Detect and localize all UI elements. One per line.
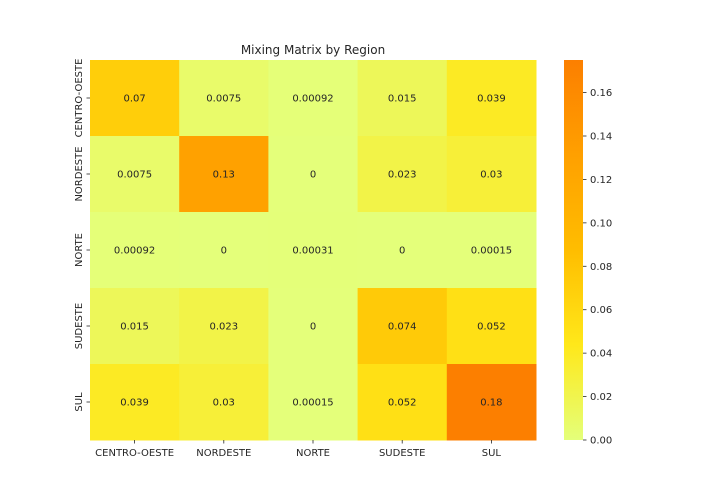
colorbar-tick-label: 0.00: [590, 436, 612, 447]
colorbar-tick-label: 0.12: [590, 175, 612, 186]
x-tick-label: SUDESTE: [379, 448, 425, 459]
heatmap-cell: [179, 136, 269, 213]
cell-value-label: 0.015: [120, 322, 149, 333]
heatmap-cell: [268, 136, 359, 213]
cell-value-label: 0: [399, 246, 405, 257]
y-axis: CENTRO-OESTE NORDESTE NORTE SUDESTE SUL: [74, 59, 90, 412]
heatmap-cell: [357, 60, 448, 137]
colorbar-tick-label: 0.04: [590, 349, 612, 360]
heatmap-cell: [90, 288, 180, 365]
colorbar: [564, 60, 583, 440]
colorbar-tick-label: 0.06: [590, 305, 612, 316]
heatmap-cell: [446, 136, 537, 213]
heatmap-cell: [90, 212, 180, 289]
heatmap-cell: [446, 288, 537, 365]
heatmap-cell: [357, 136, 448, 213]
cell-value-label: 0.0075: [117, 170, 152, 181]
heatmap-cell: [179, 364, 269, 441]
colorbar-tick-label: 0.10: [590, 218, 612, 229]
heatmap-cells: 0.07 0.0075 0.00092 0.015 0.039 0.0075 0.13 0 0.…: [90, 60, 537, 441]
heatmap-cell: [179, 288, 269, 365]
cell-value-label: 0.039: [477, 94, 506, 105]
x-tick-label: SUL: [482, 448, 502, 459]
cell-value-label: 0: [221, 246, 227, 257]
colorbar-tick-label: 0.02: [590, 392, 612, 403]
heatmap-cell: [90, 60, 180, 137]
colorbar-tick-label: 0.08: [590, 262, 612, 273]
cell-value-label: 0: [310, 322, 316, 333]
heatmap-cell: [268, 288, 359, 365]
cell-value-label: 0.039: [120, 398, 149, 409]
cell-value-label: 0.00015: [292, 398, 333, 409]
heatmap-cell: [357, 288, 448, 365]
heatmap-cell: [90, 136, 180, 213]
heatmap-cell: [446, 60, 537, 137]
cell-value-label: 0.023: [209, 322, 238, 333]
cell-value-label: 0.052: [477, 322, 506, 333]
heatmap-cell: [357, 364, 448, 441]
cell-value-label: 0.052: [388, 398, 417, 409]
heatmap-cell: [179, 212, 269, 289]
heatmap-cell: [179, 60, 269, 137]
y-tick-label: SUDESTE: [74, 303, 85, 349]
heatmap-cell: [446, 364, 537, 441]
chart-title: Mixing Matrix by Region: [241, 43, 385, 57]
x-axis: CENTRO-OESTE NORDESTE NORTE SUDESTE SUL: [95, 440, 501, 459]
cell-value-label: 0.03: [480, 170, 502, 181]
y-tick-label: SUL: [74, 392, 85, 412]
colorbar-axis: 0.00 0.02 0.04 0.06 0.08 0.10 0.12 0.14 0.16: [583, 88, 612, 447]
colorbar-tick-label: 0.14: [590, 132, 612, 143]
cell-value-label: 0.074: [388, 322, 417, 333]
cell-value-label: 0.00092: [114, 246, 155, 257]
cell-value-label: 0.015: [388, 94, 417, 105]
cell-value-label: 0.07: [123, 94, 145, 105]
x-tick-label: CENTRO-OESTE: [95, 448, 174, 459]
y-tick-label: NORDESTE: [74, 146, 85, 201]
colorbar-tick-label: 0.16: [590, 88, 612, 99]
cell-value-label: 0.023: [388, 170, 417, 181]
x-tick-label: NORTE: [296, 448, 330, 459]
cell-value-label: 0: [310, 170, 316, 181]
heatmap-cell: [357, 212, 448, 289]
heatmap-cell: [268, 364, 359, 441]
heatmap-cell: [268, 212, 359, 289]
y-tick-label: CENTRO-OESTE: [74, 59, 85, 138]
heatmap-cell: [446, 212, 537, 289]
heatmap-cell: [268, 60, 359, 137]
cell-value-label: 0.13: [213, 170, 235, 181]
y-tick-label: NORTE: [74, 233, 85, 267]
cell-value-label: 0.03: [213, 398, 235, 409]
cell-value-label: 0.00031: [292, 246, 333, 257]
heatmap-cell: [90, 364, 180, 441]
cell-value-label: 0.18: [480, 398, 502, 409]
cell-value-label: 0.00092: [292, 94, 333, 105]
cell-value-label: 0.00015: [471, 246, 512, 257]
cell-value-label: 0.0075: [206, 94, 241, 105]
x-tick-label: NORDESTE: [196, 448, 251, 459]
